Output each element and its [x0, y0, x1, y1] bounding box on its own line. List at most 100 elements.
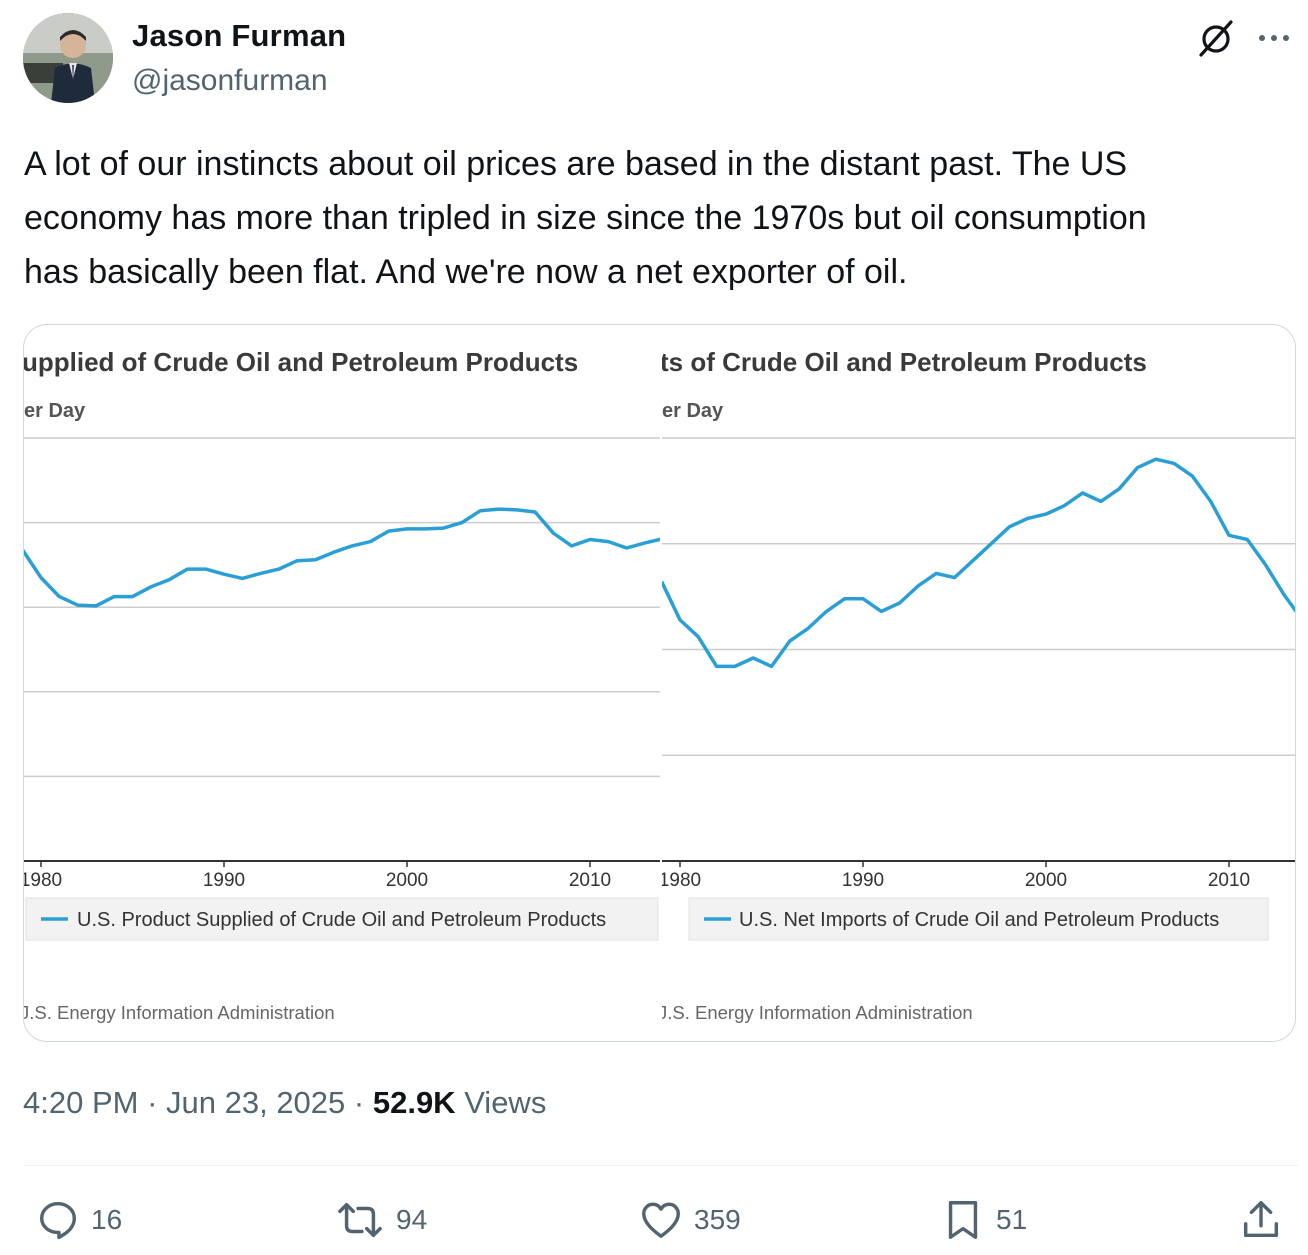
- data-point: [95, 605, 97, 607]
- tweet-meta: 4:20 PM · Jun 23, 2025 · 52.9K Views: [23, 1085, 546, 1121]
- data-point: [825, 610, 828, 613]
- chart-panel-left: upplied of Crude Oil and Petroleum Produ…: [24, 325, 660, 1041]
- bookmark-button[interactable]: 51: [940, 1190, 1027, 1250]
- data-point: [953, 576, 956, 579]
- data-point: [679, 619, 681, 621]
- data-point: [479, 510, 482, 512]
- data-point: [406, 528, 408, 530]
- tweet-media[interactable]: upplied of Crude Oil and Petroleum Produ…: [23, 324, 1296, 1042]
- like-button[interactable]: 359: [638, 1190, 741, 1250]
- data-point: [990, 543, 992, 545]
- divider: [23, 1165, 1298, 1166]
- data-point: [807, 627, 809, 630]
- data-point: [770, 665, 773, 668]
- bookmark-count: 51: [996, 1204, 1028, 1235]
- data-point: [1209, 500, 1212, 503]
- tweet-date[interactable]: Jun 23, 2025: [166, 1085, 346, 1120]
- tweet-time[interactable]: 4:20 PM: [23, 1085, 139, 1120]
- reply-count: 16: [91, 1204, 123, 1235]
- legend-box: [25, 897, 659, 941]
- data-point: [1081, 492, 1084, 494]
- retweet-count: 94: [396, 1204, 428, 1235]
- data-point: [789, 640, 791, 642]
- data-point: [644, 542, 646, 544]
- data-point: [58, 595, 61, 598]
- data-point: [589, 538, 591, 541]
- x-tick-label: 1990: [203, 870, 245, 891]
- data-point: [461, 521, 463, 524]
- data-point: [516, 509, 518, 511]
- data-point: [552, 532, 555, 534]
- data-point: [1246, 538, 1249, 541]
- x-tick-label: 1980: [662, 870, 701, 891]
- data-point: [697, 636, 700, 638]
- data-point: [1283, 593, 1285, 596]
- data-point: [1118, 488, 1120, 490]
- x-tick-label: 2010: [1208, 870, 1250, 891]
- share-icon: [1243, 1201, 1279, 1238]
- views-label: Views: [455, 1085, 547, 1120]
- x-tick-label: 2000: [386, 870, 428, 891]
- data-point: [223, 573, 225, 575]
- data-point: [1063, 504, 1066, 507]
- meta-separator: ·: [345, 1085, 373, 1120]
- retweet-button[interactable]: 94: [334, 1190, 427, 1250]
- legend-label: U.S. Product Supplied of Crude Oil and P…: [77, 909, 606, 931]
- grok-icon[interactable]: [1196, 18, 1236, 58]
- data-point: [1191, 475, 1194, 477]
- like-icon: [642, 1202, 680, 1239]
- chart-source: J.S. Energy Information Administration: [24, 1002, 335, 1023]
- data-point: [278, 568, 280, 570]
- views-count: 52.9K: [372, 1085, 456, 1120]
- data-point: [497, 508, 500, 510]
- chart-source: J.S. Energy Information Administration: [662, 1002, 973, 1023]
- data-point: [534, 511, 536, 513]
- x-tick-label: 2000: [1025, 870, 1067, 891]
- chart-product-supplied: upplied of Crude Oil and Petroleum Produ…: [24, 347, 660, 1023]
- data-point: [1026, 517, 1029, 520]
- x-tick-label: 1980: [24, 870, 62, 891]
- data-point: [734, 665, 736, 668]
- chart-subtitle: er Day: [662, 400, 724, 422]
- data-point: [1173, 462, 1175, 465]
- legend-label: U.S. Net Imports of Crude Oil and Petrol…: [739, 909, 1219, 931]
- data-point: [1100, 500, 1102, 503]
- more-icon[interactable]: [1253, 18, 1295, 58]
- series-line: [662, 457, 1295, 669]
- chart-panel-right: ts of Crude Oil and Petroleum Products er…: [662, 325, 1295, 1041]
- data-point: [715, 665, 718, 668]
- retweet-icon: [338, 1202, 382, 1238]
- series-line: [24, 507, 660, 608]
- data-point: [1228, 534, 1230, 537]
- data-point: [76, 604, 79, 606]
- data-point: [625, 547, 628, 549]
- data-point: [241, 577, 244, 580]
- meta-separator: ·: [138, 1085, 167, 1120]
- data-point: [150, 586, 152, 588]
- action-bar: 16 94 359 51: [0, 1190, 1308, 1250]
- data-point: [607, 540, 610, 543]
- author-handle[interactable]: @jasonfurman: [132, 64, 328, 97]
- data-point: [1155, 458, 1157, 460]
- reply-button[interactable]: 16: [35, 1190, 122, 1250]
- share-button[interactable]: [1238, 1190, 1284, 1250]
- data-point: [1008, 526, 1011, 528]
- data-point: [1136, 466, 1139, 469]
- data-point: [917, 585, 919, 587]
- data-point: [843, 597, 846, 600]
- author-name[interactable]: Jason Furman: [132, 18, 347, 53]
- data-point: [40, 576, 42, 579]
- author-avatar[interactable]: [23, 13, 113, 103]
- data-point: [314, 559, 317, 561]
- data-point: [880, 610, 883, 613]
- data-point: [972, 559, 974, 562]
- bookmark-icon: [948, 1201, 978, 1239]
- tweet-text: A lot of our instincts about oil prices …: [24, 145, 1147, 291]
- data-point: [862, 597, 864, 600]
- data-point: [662, 581, 663, 583]
- data-point: [442, 527, 445, 529]
- data-point: [204, 568, 207, 570]
- data-point: [113, 595, 115, 598]
- data-point: [935, 572, 937, 575]
- like-count: 359: [694, 1204, 741, 1235]
